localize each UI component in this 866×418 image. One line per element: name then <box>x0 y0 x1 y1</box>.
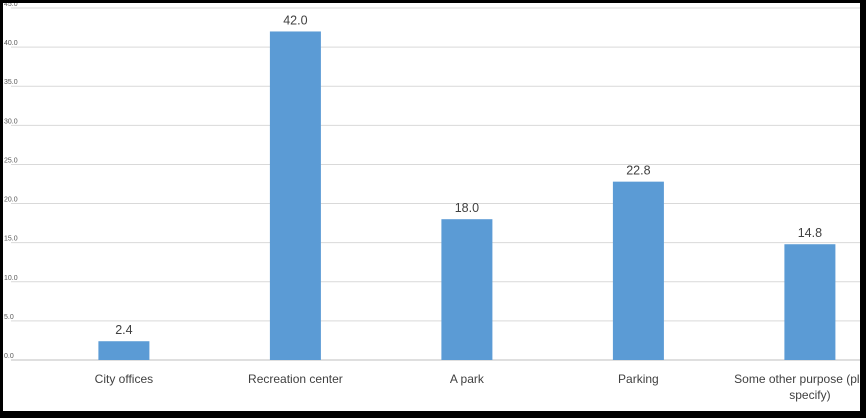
bar <box>612 181 664 360</box>
data-label: 18.0 <box>455 201 479 215</box>
y-tick-label: 0.0 <box>4 353 14 360</box>
category-label: Parking <box>618 372 659 386</box>
bar <box>98 341 150 360</box>
category-label: specify) <box>789 388 830 402</box>
gridlines <box>11 7 860 361</box>
y-tick-label: 45.0 <box>4 3 18 8</box>
category-label: Some other purpose (please <box>734 372 860 386</box>
bar <box>784 244 836 360</box>
data-label: 14.8 <box>798 226 822 240</box>
chart-area: 0.0 5.0 10.0 15.0 20.0 25.0 30.0 35.0 40.0 45.0 2… <box>3 3 860 411</box>
category-label: Recreation center <box>248 372 343 386</box>
y-tick-label: 30.0 <box>4 118 18 125</box>
data-label: 2.4 <box>115 323 132 337</box>
data-label: 42.0 <box>283 13 307 27</box>
bar <box>441 219 493 360</box>
bar <box>269 31 321 360</box>
data-label: 22.8 <box>626 164 650 178</box>
y-tick-label: 20.0 <box>4 197 18 204</box>
bars <box>98 31 836 360</box>
y-axis-ticks: 0.0 5.0 10.0 15.0 20.0 25.0 30.0 35.0 40.0 45.0 <box>4 3 18 360</box>
data-labels: 2.4 42.0 18.0 22.8 14.8 <box>115 13 822 337</box>
bar-chart: 0.0 5.0 10.0 15.0 20.0 25.0 30.0 35.0 40.0 45.0 2… <box>4 3 860 402</box>
category-labels: City offices Recreation center A park Parki… <box>95 372 860 402</box>
y-tick-label: 10.0 <box>4 275 18 282</box>
category-label: City offices <box>95 372 153 386</box>
y-tick-label: 25.0 <box>4 157 18 164</box>
y-tick-label: 15.0 <box>4 236 18 243</box>
y-tick-label: 40.0 <box>4 40 18 47</box>
y-tick-label: 5.0 <box>4 314 14 321</box>
y-tick-label: 35.0 <box>4 79 18 86</box>
category-label: A park <box>450 372 485 386</box>
